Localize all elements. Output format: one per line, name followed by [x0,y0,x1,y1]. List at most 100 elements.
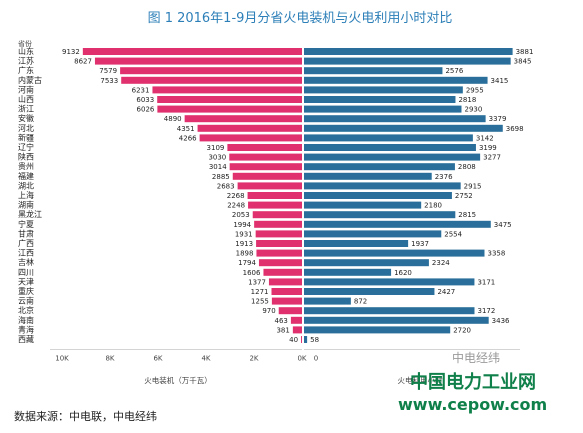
category-label: 湖南 [18,200,34,210]
right-bar [304,57,511,65]
left-bar [254,220,302,228]
right-bar-label: 3172 [477,307,495,315]
left-bar-label: 3109 [207,144,225,152]
right-axis-label: 火电利用小时 [398,375,443,385]
right-bar [304,307,475,315]
right-bar-label: 3436 [492,317,510,325]
left-bar [248,201,302,209]
right-bar [304,67,443,75]
category-label: 青海 [18,324,34,334]
left-bar [152,86,302,94]
left-bar-label: 2248 [227,202,245,210]
left-bar-label: 2268 [227,192,245,200]
category-label: 海南 [18,315,34,325]
category-label: 广西 [18,238,34,248]
left-bar-label: 2683 [217,182,235,190]
right-bar [304,230,442,238]
left-bar [157,96,302,103]
right-bar-label: 2915 [464,182,482,190]
right-bar-label: 3845 [514,58,532,66]
category-label: 新疆 [18,132,34,142]
right-bar [304,182,461,190]
category-label: 山西 [18,94,34,104]
category-label: 江苏 [18,56,34,66]
left-bar-label: 9132 [62,48,80,56]
right-bar-label: 3881 [516,48,534,56]
right-bar [304,192,452,199]
right-bar [304,297,351,305]
right-bar-label: 2376 [435,173,453,181]
left-bar [121,76,302,84]
site-watermark: 中国电力工业网 [410,371,536,393]
wechat-watermark: 中电经纬 [452,350,500,365]
left-bar [271,297,302,305]
url-watermark: www.cepow.com [398,395,547,414]
left-bar-label: 1271 [251,288,269,296]
right-bar [304,316,489,324]
right-bar-label: 2554 [444,230,462,238]
left-bar [227,144,302,151]
right-bar-label: 2818 [458,96,476,104]
right-bar-label: 2955 [466,86,484,94]
left-bar-label: 7579 [99,67,117,75]
left-tick-label: 2K [249,355,258,363]
category-label: 甘肃 [18,228,34,238]
right-bar-label: 2752 [455,192,473,200]
right-bar [304,249,485,257]
left-bar [120,67,302,75]
right-bar [304,268,392,276]
right-bar-label: 3415 [491,77,509,85]
right-bar-label: 2427 [437,288,455,296]
right-bar-label: 3475 [494,221,512,229]
left-bar [157,105,302,113]
left-tick-label: 6K [153,355,162,363]
right-bar-label: 3358 [487,250,505,258]
left-bar-label: 4890 [164,115,182,123]
left-bar-label: 8627 [74,58,92,66]
left-bar-label: 1377 [248,278,266,286]
right-bar-label: 2815 [458,211,476,219]
left-bar [256,240,302,247]
right-bar [304,259,429,267]
category-label: 山东 [18,46,34,56]
chart-title: 图 1 2016年1-9月分省火电装机与火电利用小时对比 [148,11,453,26]
left-bar [292,326,302,334]
left-bar-label: 1606 [243,269,261,277]
category-label: 吉林 [18,257,34,267]
right-bar-label: 2324 [432,259,450,267]
right-bar [304,115,486,123]
right-bar [304,326,451,334]
left-bar-label: 2885 [212,173,230,181]
left-bar-label: 6026 [137,106,155,114]
chart-axes: 10K 8K 6K 4K 2K 0K 0 [50,349,520,363]
category-label: 福建 [18,171,34,181]
category-label: 云南 [18,296,34,306]
left-bar-label: 6231 [132,86,150,94]
right-bar-label: 1620 [394,269,412,277]
left-bar-label: 40 [289,336,298,344]
left-bar [247,192,302,199]
left-tick-label: 8K [105,355,114,363]
right-bar [304,48,513,55]
left-bar [232,172,302,180]
left-bar [197,124,302,132]
left-bar-label: 7533 [100,77,118,85]
left-bar [255,230,302,238]
left-bar [290,316,302,324]
right-bar [304,278,475,286]
right-bar [304,211,456,219]
left-bar-label: 1994 [233,221,251,229]
left-bar [256,249,302,257]
category-label: 贵州 [18,161,34,171]
left-bar [278,307,302,315]
left-bar-label: 3030 [208,154,226,162]
left-bar [252,211,302,219]
right-bar [304,153,481,161]
right-bar-label: 3379 [489,115,507,123]
right-bar-label: 58 [310,336,319,344]
right-bar [304,134,473,142]
left-bar [301,336,302,343]
category-label: 陕西 [18,152,34,162]
left-bar [271,288,302,295]
